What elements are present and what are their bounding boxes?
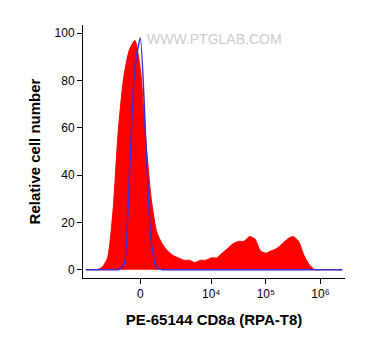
svg-text:0: 0 <box>137 287 144 301</box>
svg-text:100: 100 <box>55 26 75 40</box>
svg-text:10⁶: 10⁶ <box>311 287 329 301</box>
svg-text:WWW.PTGLAB.COM: WWW.PTGLAB.COM <box>147 31 282 47</box>
svg-text:80: 80 <box>61 74 75 88</box>
svg-text:PE-65144 CD8a (RPA-T8): PE-65144 CD8a (RPA-T8) <box>126 311 302 328</box>
svg-text:10⁵: 10⁵ <box>257 287 275 301</box>
svg-text:10⁴: 10⁴ <box>202 287 221 301</box>
svg-text:40: 40 <box>61 168 75 182</box>
svg-text:0: 0 <box>68 263 75 277</box>
svg-text:20: 20 <box>61 216 75 230</box>
svg-text:60: 60 <box>61 121 75 135</box>
svg-text:Relative cell number: Relative cell number <box>26 78 43 224</box>
